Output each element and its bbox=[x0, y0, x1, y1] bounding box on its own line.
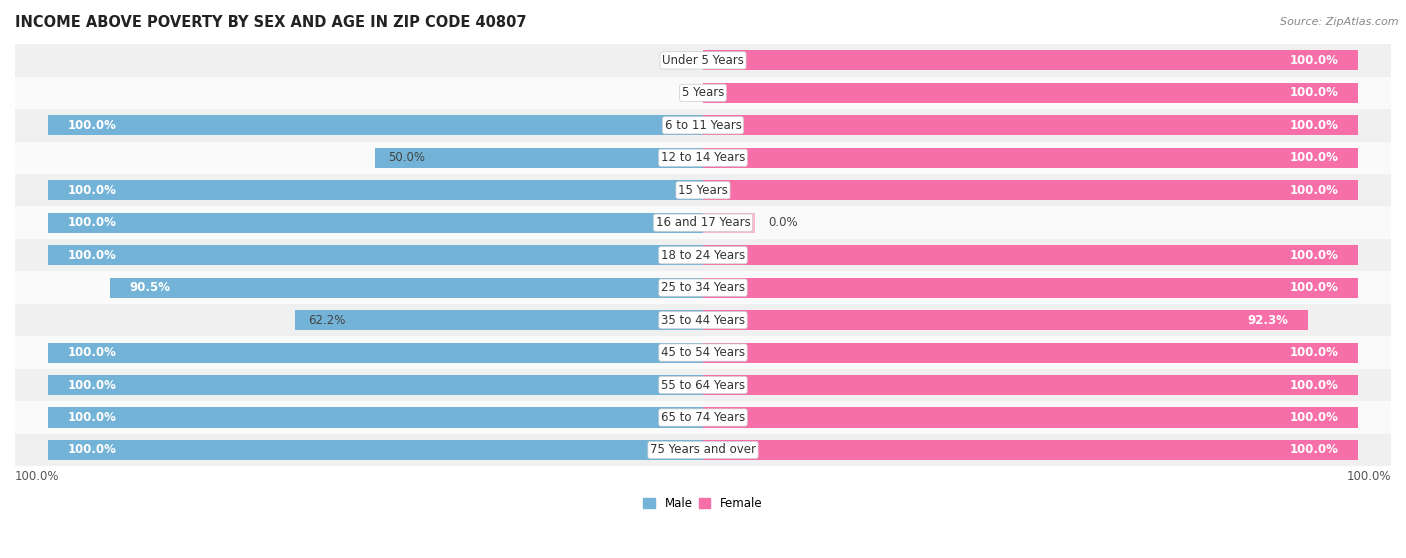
Bar bbox=[0, 142, 1406, 174]
Text: 62.2%: 62.2% bbox=[308, 314, 346, 326]
Text: 35 to 44 Years: 35 to 44 Years bbox=[661, 314, 745, 326]
Text: 6 to 11 Years: 6 to 11 Years bbox=[665, 119, 741, 132]
Bar bbox=[703, 277, 1358, 298]
Text: INCOME ABOVE POVERTY BY SEX AND AGE IN ZIP CODE 40807: INCOME ABOVE POVERTY BY SEX AND AGE IN Z… bbox=[15, 15, 526, 30]
Text: 16 and 17 Years: 16 and 17 Years bbox=[655, 216, 751, 229]
Text: Source: ZipAtlas.com: Source: ZipAtlas.com bbox=[1281, 17, 1399, 27]
Text: 100.0%: 100.0% bbox=[67, 411, 117, 424]
Bar bbox=[48, 180, 703, 200]
Bar bbox=[295, 310, 703, 330]
Bar bbox=[703, 245, 1358, 265]
Bar bbox=[0, 304, 1406, 336]
Text: 75 Years and over: 75 Years and over bbox=[650, 444, 756, 456]
Text: 100.0%: 100.0% bbox=[1289, 346, 1339, 359]
Text: 45 to 54 Years: 45 to 54 Years bbox=[661, 346, 745, 359]
Bar bbox=[0, 174, 1406, 206]
Legend: Male, Female: Male, Female bbox=[638, 493, 768, 515]
Text: 90.5%: 90.5% bbox=[129, 281, 170, 294]
Text: 0.0%: 0.0% bbox=[769, 216, 799, 229]
Bar bbox=[375, 148, 703, 168]
Bar bbox=[0, 239, 1406, 271]
Text: 100.0%: 100.0% bbox=[67, 216, 117, 229]
Bar bbox=[48, 213, 703, 233]
Text: 100.0%: 100.0% bbox=[1289, 119, 1339, 132]
Text: 65 to 74 Years: 65 to 74 Years bbox=[661, 411, 745, 424]
Text: 100.0%: 100.0% bbox=[67, 378, 117, 392]
Text: 100.0%: 100.0% bbox=[1289, 54, 1339, 67]
Text: Under 5 Years: Under 5 Years bbox=[662, 54, 744, 67]
Text: 18 to 24 Years: 18 to 24 Years bbox=[661, 249, 745, 262]
Bar bbox=[703, 440, 1358, 460]
Text: 100.0%: 100.0% bbox=[67, 346, 117, 359]
Bar bbox=[48, 343, 703, 363]
Bar bbox=[0, 109, 1406, 142]
Bar bbox=[703, 407, 1358, 427]
Text: 100.0%: 100.0% bbox=[1289, 444, 1339, 456]
Bar bbox=[48, 375, 703, 395]
Text: 25 to 34 Years: 25 to 34 Years bbox=[661, 281, 745, 294]
Text: 100.0%: 100.0% bbox=[67, 184, 117, 197]
Text: 100.0%: 100.0% bbox=[1289, 411, 1339, 424]
Text: 50.0%: 50.0% bbox=[388, 151, 426, 164]
Bar bbox=[703, 343, 1358, 363]
Text: 12 to 14 Years: 12 to 14 Years bbox=[661, 151, 745, 164]
Bar bbox=[0, 401, 1406, 434]
Bar bbox=[703, 83, 1358, 103]
Bar bbox=[0, 336, 1406, 369]
Bar bbox=[703, 116, 1358, 136]
Bar bbox=[48, 245, 703, 265]
Bar bbox=[703, 213, 755, 233]
Text: 100.0%: 100.0% bbox=[1289, 151, 1339, 164]
Text: 100.0%: 100.0% bbox=[67, 119, 117, 132]
Text: 55 to 64 Years: 55 to 64 Years bbox=[661, 378, 745, 392]
Text: 100.0%: 100.0% bbox=[15, 470, 59, 483]
Text: 15 Years: 15 Years bbox=[678, 184, 728, 197]
Text: 100.0%: 100.0% bbox=[1289, 184, 1339, 197]
Bar bbox=[703, 148, 1358, 168]
Bar bbox=[48, 440, 703, 460]
Bar bbox=[703, 180, 1358, 200]
Bar bbox=[0, 271, 1406, 304]
Bar bbox=[703, 50, 1358, 70]
Bar bbox=[0, 434, 1406, 466]
Text: 100.0%: 100.0% bbox=[67, 444, 117, 456]
Text: 100.0%: 100.0% bbox=[1289, 378, 1339, 392]
Bar bbox=[0, 206, 1406, 239]
Text: 100.0%: 100.0% bbox=[1289, 86, 1339, 99]
Text: 100.0%: 100.0% bbox=[1289, 249, 1339, 262]
Bar bbox=[48, 116, 703, 136]
Bar bbox=[0, 44, 1406, 76]
Text: 92.3%: 92.3% bbox=[1247, 314, 1288, 326]
Bar bbox=[0, 369, 1406, 401]
Bar bbox=[703, 375, 1358, 395]
Text: 5 Years: 5 Years bbox=[682, 86, 724, 99]
Bar bbox=[110, 277, 703, 298]
Text: 100.0%: 100.0% bbox=[1347, 470, 1391, 483]
Bar bbox=[0, 76, 1406, 109]
Bar bbox=[48, 407, 703, 427]
Bar bbox=[703, 310, 1308, 330]
Text: 100.0%: 100.0% bbox=[1289, 281, 1339, 294]
Text: 100.0%: 100.0% bbox=[67, 249, 117, 262]
